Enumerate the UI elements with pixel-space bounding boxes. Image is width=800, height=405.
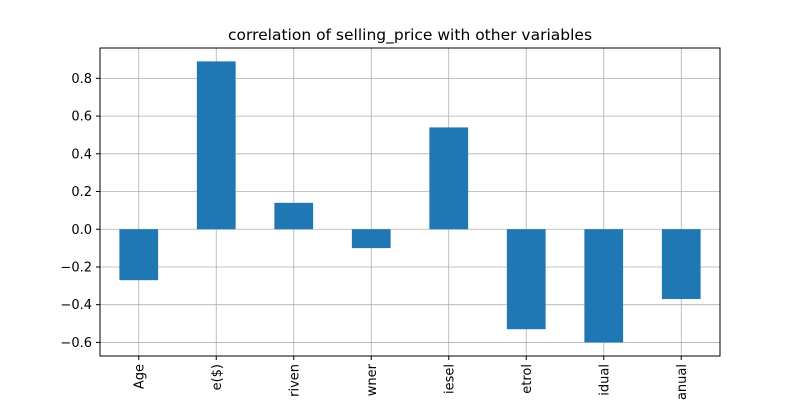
y-tick-label: −0.6	[60, 336, 92, 351]
bar-6	[584, 229, 624, 343]
x-tick-label: iesel	[442, 364, 457, 394]
y-tick-label: 0.0	[71, 223, 92, 238]
x-tick-label: anual	[675, 364, 690, 400]
bar-layer	[119, 61, 701, 343]
x-tick-label: etrol	[520, 364, 535, 394]
grid-layer	[100, 48, 720, 356]
x-tick-label: e($)	[210, 364, 225, 390]
plot-frame	[99, 47, 721, 357]
bar-7	[661, 229, 701, 300]
bar-2	[274, 202, 314, 230]
x-tick-label: idual	[597, 364, 612, 396]
bar-1	[196, 61, 236, 230]
chart-title: correlation of selling_price with other …	[228, 26, 592, 45]
y-tick-label: −0.2	[60, 260, 92, 275]
y-tick-label: 0.2	[71, 185, 92, 200]
y-tick-label: 0.4	[71, 147, 92, 162]
bar-0	[119, 229, 159, 281]
tick-layer: −0.6 −0.4 −0.2 0.0 0.2 0.4 0.6 0.8 Age e($) riven w…	[60, 72, 689, 400]
x-tick-label: riven	[287, 364, 302, 397]
x-tick-label: Age	[132, 364, 147, 389]
y-tick-label: −0.4	[60, 298, 92, 313]
bar-4	[429, 127, 469, 230]
y-tick-label: 0.8	[71, 72, 92, 87]
bar-5	[506, 229, 546, 330]
y-tick-label: 0.6	[71, 110, 92, 125]
x-tick-label: wner	[365, 363, 380, 396]
bar-3	[351, 229, 391, 249]
